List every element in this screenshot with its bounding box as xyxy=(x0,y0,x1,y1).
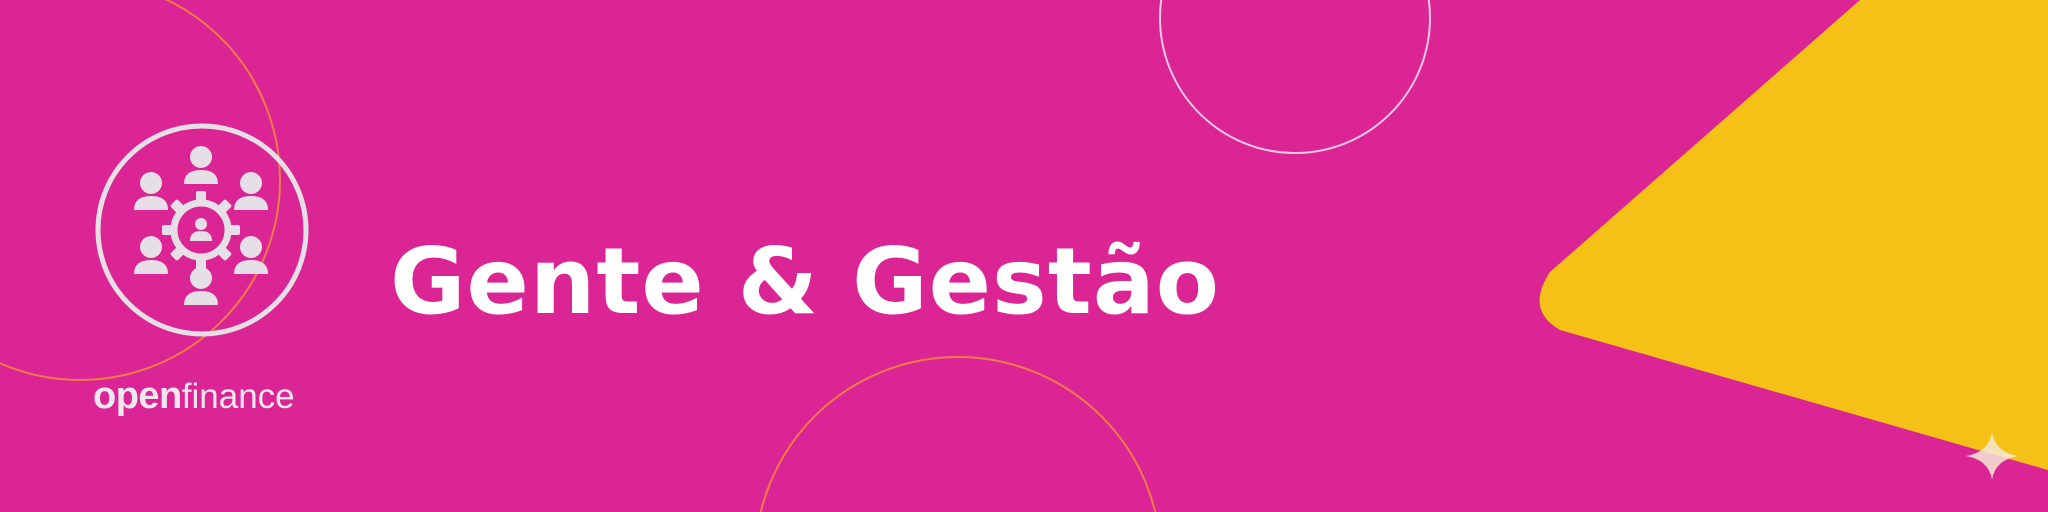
logo-finance-text: finance xyxy=(181,377,295,416)
logo-open-text: open xyxy=(93,375,182,417)
yellow-triangle-shape xyxy=(1539,0,2048,470)
page-title: Gente & Gestão xyxy=(390,228,1221,335)
white-ring-top xyxy=(1159,0,1431,154)
orange-ring-left xyxy=(0,0,281,381)
orange-ring-bottom xyxy=(759,356,1157,512)
openfinance-logo: openfinance xyxy=(93,372,295,420)
